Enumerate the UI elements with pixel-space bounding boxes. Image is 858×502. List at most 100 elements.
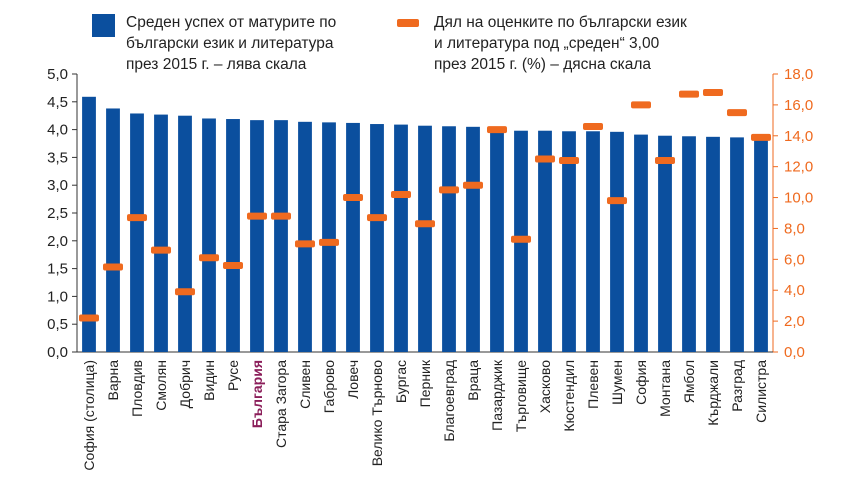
legend-bar-label: български език и литература xyxy=(126,35,334,52)
category-label: Кюстендил xyxy=(561,360,577,432)
bar xyxy=(658,135,672,352)
category-label: Смолян xyxy=(153,360,169,411)
dash-marker xyxy=(79,314,99,322)
bar xyxy=(298,121,312,352)
category-label: Сливен xyxy=(297,360,313,409)
dash-marker xyxy=(175,288,195,296)
category-label: Бургас xyxy=(393,360,409,403)
bar xyxy=(346,122,360,352)
bar xyxy=(82,96,96,353)
dash-marker xyxy=(391,190,411,198)
right-axis-tick-label: 0,0 xyxy=(784,344,805,361)
left-axis-tick-label: 4,0 xyxy=(47,122,68,139)
legend-bar-swatch xyxy=(92,14,115,37)
legend-dash-swatch xyxy=(397,19,419,27)
category-label: Велико Търново xyxy=(369,360,385,466)
dash-marker xyxy=(343,194,363,202)
dash-marker xyxy=(607,197,627,205)
bar xyxy=(682,136,696,352)
bar xyxy=(562,131,576,352)
category-label: Добрич xyxy=(177,360,193,408)
bar xyxy=(466,126,480,352)
legend-bar-label: Среден успех от матурите по xyxy=(126,14,336,31)
bar xyxy=(730,137,744,352)
bar xyxy=(130,113,144,352)
dash-marker xyxy=(199,254,219,262)
category-label: Благоевград xyxy=(441,360,457,442)
left-axis-tick-label: 2,5 xyxy=(47,205,68,222)
legend-dash-label: през 2015 г. (%) – дясна скала xyxy=(434,56,651,73)
category-label: Видин xyxy=(201,360,217,401)
left-axis-tick-label: 1,0 xyxy=(47,288,68,305)
right-axis-tick-label: 12,0 xyxy=(784,159,813,176)
left-axis-tick-label: 3,0 xyxy=(47,177,68,194)
left-axis-tick-label: 0,5 xyxy=(47,316,68,333)
dash-marker xyxy=(223,262,243,270)
category-label: Кърджали xyxy=(705,360,721,426)
dash-marker xyxy=(583,123,603,131)
legend-dash-label: Дял на оценките по български език xyxy=(434,14,687,31)
bar xyxy=(178,115,192,352)
category-label: Монтана xyxy=(657,360,673,417)
bar xyxy=(322,122,336,352)
right-axis-tick-label: 14,0 xyxy=(784,128,813,145)
right-axis-tick-label: 16,0 xyxy=(784,97,813,114)
category-label: София (столица) xyxy=(81,360,97,471)
dash-marker xyxy=(511,235,531,243)
bar xyxy=(418,125,432,352)
category-label: София xyxy=(633,360,649,405)
left-axis-tick-label: 0,0 xyxy=(47,344,68,361)
legend-dash-label: и литература под „среден“ 3,00 xyxy=(434,35,660,52)
bar xyxy=(154,114,168,352)
category-label: Пловдив xyxy=(129,360,145,417)
bar xyxy=(538,130,552,352)
bar xyxy=(106,108,120,352)
bar xyxy=(274,120,288,352)
dash-marker xyxy=(631,101,651,109)
category-label: Търговище xyxy=(513,360,529,432)
category-label: Перник xyxy=(417,359,433,407)
dash-marker xyxy=(535,155,555,163)
dash-marker xyxy=(127,214,147,222)
dash-marker xyxy=(679,90,699,98)
bar xyxy=(490,128,504,352)
dash-marker xyxy=(367,214,387,222)
bar xyxy=(442,126,456,352)
dash-marker xyxy=(487,126,507,134)
category-label: Русе xyxy=(225,360,241,391)
left-axis-tick-label: 3,5 xyxy=(47,149,68,166)
dash-marker xyxy=(247,212,267,220)
left-axis-tick-label: 1,5 xyxy=(47,261,68,278)
right-axis-tick-label: 6,0 xyxy=(784,251,805,268)
left-axis-tick-label: 5,0 xyxy=(47,66,68,83)
legend-bar-label: през 2015 г. – лява скала xyxy=(126,56,307,73)
dash-marker xyxy=(271,212,291,220)
bar xyxy=(226,119,240,352)
right-axis-tick-label: 10,0 xyxy=(784,190,813,207)
bar xyxy=(754,137,768,352)
right-axis-tick-label: 4,0 xyxy=(784,282,805,299)
category-label: Габрово xyxy=(321,360,337,413)
category-label: Плевен xyxy=(585,360,601,409)
bar xyxy=(634,134,648,352)
category-label-highlight: България xyxy=(249,360,265,428)
category-label: Силистра xyxy=(753,360,769,423)
category-label: Враца xyxy=(465,360,481,401)
category-label: Шумен xyxy=(609,360,625,405)
category-label: Разград xyxy=(729,360,745,412)
dash-marker xyxy=(463,181,483,189)
dash-marker xyxy=(103,263,123,271)
dash-marker xyxy=(751,133,771,141)
right-axis-tick-label: 8,0 xyxy=(784,220,805,237)
left-axis-tick-label: 4,5 xyxy=(47,94,68,111)
bar xyxy=(394,124,408,352)
dash-marker xyxy=(439,186,459,194)
bar xyxy=(202,118,216,352)
category-label: Варна xyxy=(105,360,121,401)
bar xyxy=(370,124,384,352)
category-label: Ловеч xyxy=(345,360,361,399)
bar xyxy=(586,131,600,352)
dash-marker xyxy=(295,240,315,248)
